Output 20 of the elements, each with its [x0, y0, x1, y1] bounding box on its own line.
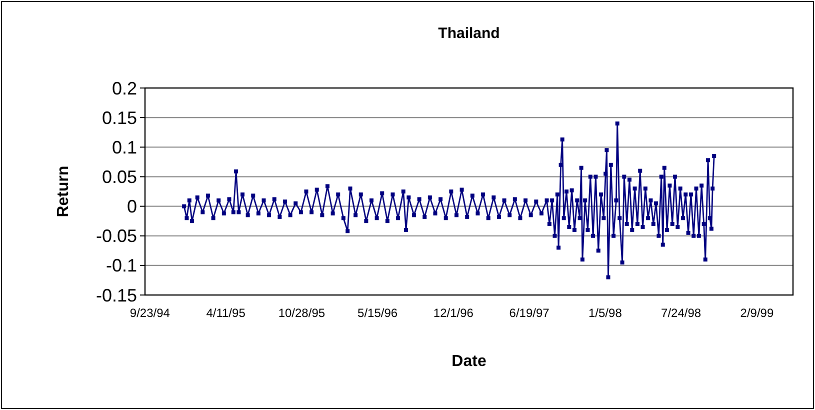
x-tick-label: 9/23/94 [130, 306, 170, 320]
x-tick-label: 5/15/96 [358, 306, 398, 320]
y-axis-title: Return [55, 166, 72, 218]
x-tick-label: 4/11/95 [206, 306, 246, 320]
y-tick-label: -0.15 [96, 285, 137, 306]
y-tick-label: 0.05 [102, 167, 137, 188]
y-tick-label: 0 [126, 196, 137, 217]
x-tick-label: 12/1/96 [433, 306, 474, 320]
y-tick-label: 0.2 [112, 78, 137, 98]
y-tick-label: -0.05 [96, 226, 137, 246]
x-tick-label: 10/28/95 [278, 306, 326, 320]
y-tick-label: 0.1 [112, 137, 137, 158]
x-axis-title: Date [452, 353, 486, 370]
chart-title: Thailand [438, 25, 500, 42]
x-tick-label: 7/24/98 [661, 306, 702, 320]
y-tick-label: -0.1 [106, 256, 137, 276]
x-tick-label: 1/5/98 [588, 306, 622, 320]
x-tick-label: 2/9/99 [740, 306, 774, 320]
x-tick-label: 6/19/97 [509, 306, 550, 320]
y-tick-label: 0.15 [102, 108, 137, 128]
